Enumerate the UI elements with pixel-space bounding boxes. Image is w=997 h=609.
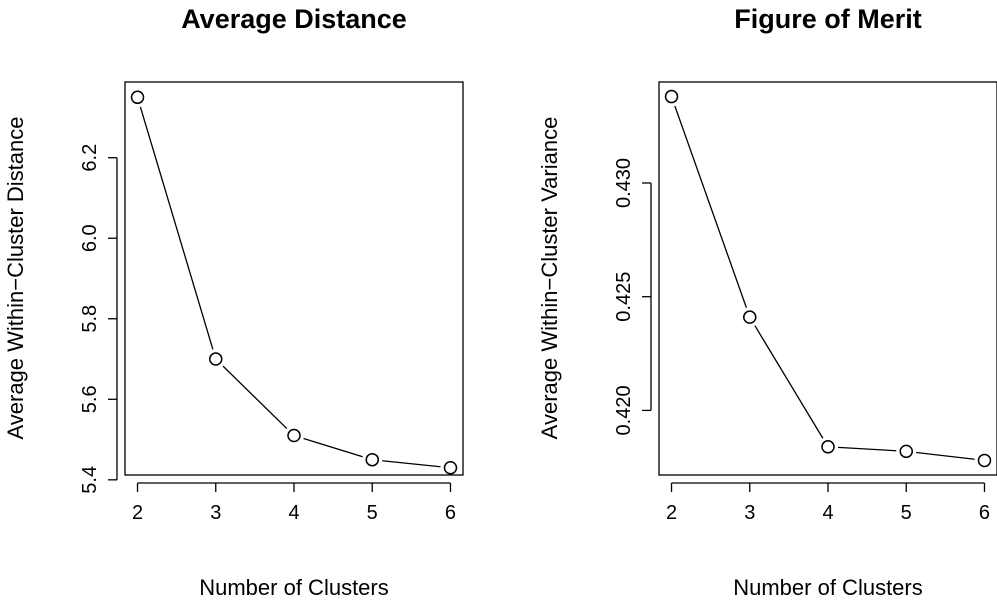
series-line-segment: [382, 460, 441, 468]
series-line-segment: [303, 437, 363, 458]
y-tick-label: 0.430: [613, 158, 635, 208]
series-line-segment: [222, 365, 288, 430]
x-tick-label: 2: [666, 502, 677, 524]
x-tick-label: 3: [210, 502, 221, 524]
data-point: [209, 352, 223, 366]
series-line-segment: [139, 106, 214, 350]
chart-title: Figure of Merit: [734, 4, 922, 34]
y-tick-label: 5.6: [79, 385, 101, 413]
chart-panel-figure-of-merit: Figure of Merit Number of Clusters Avera…: [537, 4, 997, 600]
data-marks: [130, 90, 458, 475]
data-point: [365, 452, 379, 467]
y-tick-label: 0.420: [613, 385, 635, 435]
data-point: [287, 428, 301, 443]
y-tick-label: 6.2: [79, 144, 101, 172]
y-axis: 5.4 5.6 5.8 6.0 6.2: [79, 144, 118, 494]
y-axis: 0.420 0.425 0.430: [613, 158, 652, 435]
y-tick-label: 6.0: [79, 224, 101, 252]
y-tick-label: 0.425: [613, 272, 635, 322]
data-point: [899, 444, 913, 459]
y-tick-label: 5.4: [79, 466, 101, 494]
chart-title: Average Distance: [181, 4, 407, 34]
data-point: [821, 440, 835, 454]
x-axis: 2 3 4 5 6: [132, 482, 456, 524]
chart-panel-average-distance: Average Distance Number of Clusters Aver…: [3, 4, 464, 600]
data-point: [664, 89, 679, 104]
x-tick-label: 4: [288, 502, 299, 524]
y-tick-label: 5.8: [79, 305, 101, 333]
x-tick-label: 5: [367, 502, 378, 524]
x-tick-label: 6: [445, 502, 456, 524]
x-tick-label: 5: [901, 502, 912, 524]
data-point: [130, 90, 145, 105]
x-axis: 2 3 4 5 6: [666, 482, 990, 524]
data-point: [443, 461, 458, 475]
y-axis-label: Average Within−Cluster Distance: [3, 116, 28, 439]
plot-frame: [658, 81, 997, 476]
plot-frame: [124, 81, 464, 476]
series-line-segment: [674, 105, 748, 308]
x-tick-label: 2: [132, 502, 143, 524]
series-line-segment: [837, 446, 897, 452]
series-line-segment: [916, 451, 975, 460]
y-axis-label: Average Within−Cluster Variance: [537, 117, 562, 440]
data-point: [977, 453, 992, 468]
x-tick-label: 3: [744, 502, 755, 524]
x-axis-label: Number of Clusters: [199, 575, 389, 600]
x-tick-label: 6: [979, 502, 990, 524]
data-marks: [664, 89, 992, 468]
series-line-segment: [754, 325, 824, 439]
data-point: [743, 310, 757, 324]
x-tick-label: 4: [822, 502, 833, 524]
x-axis-label: Number of Clusters: [733, 575, 923, 600]
